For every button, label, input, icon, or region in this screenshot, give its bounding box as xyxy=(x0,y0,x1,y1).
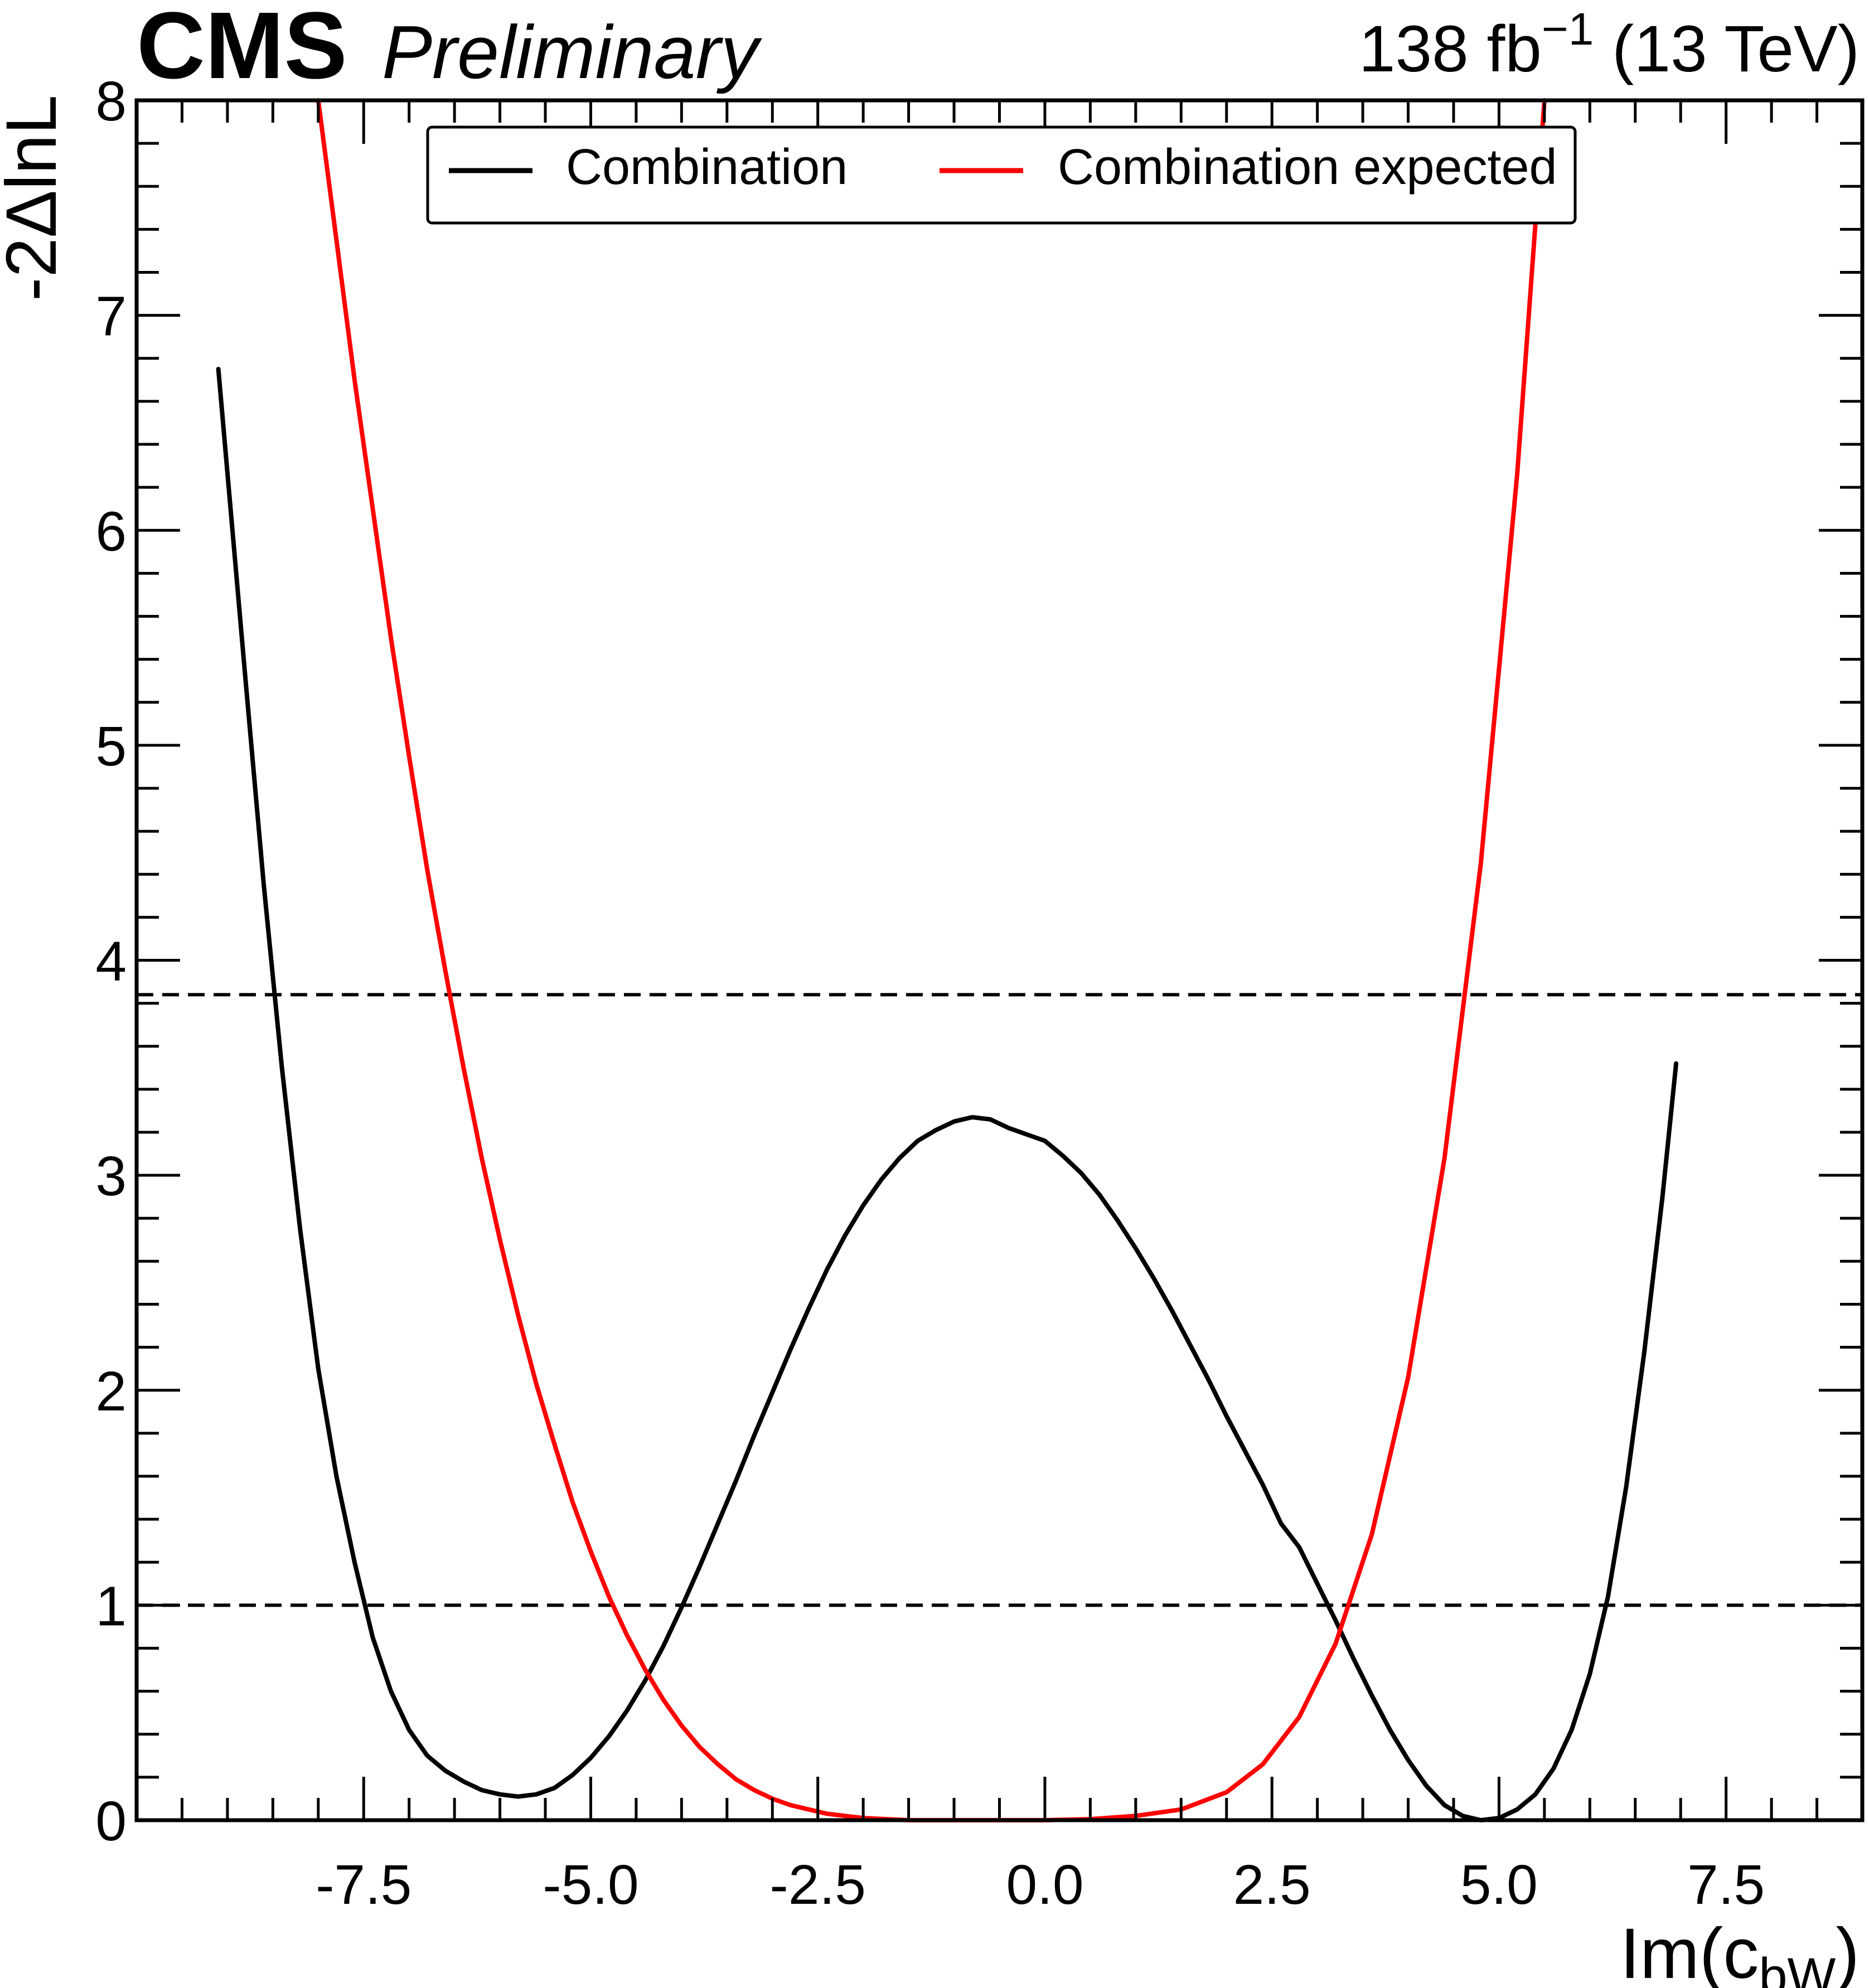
reference-lines xyxy=(137,993,1862,1607)
x-tick-label: -7.5 xyxy=(316,1854,411,1916)
series-line-0 xyxy=(216,367,1679,1822)
axis-tick-labels: -7.5 -5.0 -2.5 0.0 2.5 5.0 7.5 0 1 2 3 4 5 6 7 8 xyxy=(95,70,1765,1916)
y-tick-label: 8 xyxy=(95,70,127,133)
y-tick-label: 6 xyxy=(95,500,127,563)
series-curves xyxy=(216,98,1679,1822)
y-tick-label: 5 xyxy=(95,715,127,778)
x-axis-label: Im(cbW) xyxy=(1620,1914,1860,1988)
y-axis-label: -2ΔlnL xyxy=(0,95,71,301)
y-tick-label: 4 xyxy=(95,930,127,993)
luminosity-value: 138 fb xyxy=(1359,12,1542,86)
luminosity-exponent: −1 xyxy=(1542,4,1594,55)
luminosity-energy: (13 TeV) xyxy=(1594,12,1860,86)
y-tick-label: 0 xyxy=(95,1790,127,1853)
y-tick-label: 3 xyxy=(95,1145,127,1208)
plot-frame xyxy=(134,98,1865,1822)
legend-label-expected: Combination expected xyxy=(1058,139,1557,195)
legend-box xyxy=(426,125,1577,225)
x-tick-label: 5.0 xyxy=(1460,1854,1538,1916)
x-tick-label: 0.0 xyxy=(1006,1854,1083,1916)
x-tick-label: 7.5 xyxy=(1687,1854,1765,1916)
preliminary-label: Preliminary xyxy=(382,10,763,94)
legend: Combination Combination expected xyxy=(426,125,1577,225)
x-tick-label: 2.5 xyxy=(1233,1854,1311,1916)
legend-label-combination: Combination xyxy=(566,139,848,195)
cms-label: CMS xyxy=(137,0,347,99)
y-tick-label: 1 xyxy=(95,1575,127,1637)
x-axis-label-close: ) xyxy=(1836,1914,1860,1988)
y-tick-label: 7 xyxy=(95,285,127,348)
x-tick-label: -2.5 xyxy=(770,1854,866,1916)
y-tick-label: 2 xyxy=(95,1360,127,1423)
x-axis-label-main: Im(c xyxy=(1620,1914,1759,1988)
x-axis-label-subscript: bW xyxy=(1759,1948,1836,1988)
x-tick-label: -5.0 xyxy=(543,1854,638,1916)
luminosity-label: 138 fb−1 (13 TeV) xyxy=(1359,4,1860,86)
series-line-1 xyxy=(316,98,1547,1822)
